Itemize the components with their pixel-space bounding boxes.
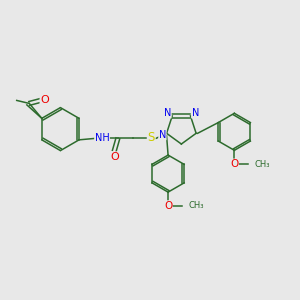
Text: O: O (164, 201, 172, 211)
Text: CH₃: CH₃ (254, 160, 270, 169)
Text: S: S (148, 131, 155, 144)
Text: N: N (159, 130, 166, 140)
Text: O: O (110, 152, 118, 162)
Text: N: N (192, 108, 199, 118)
Text: NH: NH (95, 133, 110, 143)
Text: N: N (164, 108, 171, 118)
Text: CH₃: CH₃ (188, 201, 204, 210)
Text: O: O (230, 159, 238, 169)
Text: O: O (40, 95, 49, 105)
